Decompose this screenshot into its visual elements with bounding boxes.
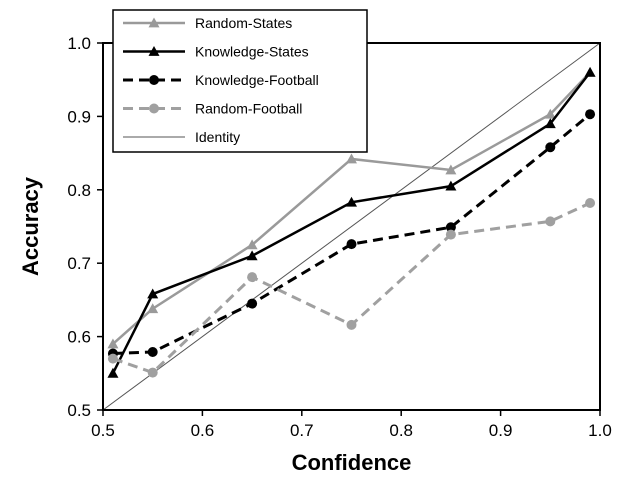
data-point	[346, 196, 357, 207]
data-point	[545, 142, 556, 153]
data-point	[107, 367, 119, 378]
data-point	[246, 250, 258, 261]
data-point	[545, 216, 556, 227]
data-point	[346, 239, 357, 250]
data-point	[445, 222, 456, 233]
data-point	[247, 298, 258, 309]
legend-marker	[148, 17, 160, 28]
data-point	[107, 353, 118, 364]
data-point	[246, 239, 258, 250]
series-layer	[107, 66, 596, 378]
y-tick-label: 0.5	[67, 401, 91, 420]
legend-label: Knowledge-States	[195, 44, 309, 60]
data-point	[445, 164, 457, 175]
legend-item: Random-States	[123, 15, 292, 31]
legend-label: Random-Football	[195, 101, 302, 117]
legend-marker	[149, 103, 159, 114]
identity-line-layer	[102, 42, 601, 411]
data-point	[346, 153, 357, 164]
data-point	[147, 303, 159, 314]
x-tick-label: 0.8	[389, 421, 413, 440]
data-point	[346, 319, 357, 330]
legend-item: Knowledge-States	[123, 44, 309, 60]
data-point	[585, 109, 596, 120]
data-point	[584, 66, 596, 77]
y-tick-label: 0.6	[67, 328, 91, 347]
legend-label: Identity	[195, 129, 240, 145]
data-point	[107, 338, 119, 349]
y-axis-title: Accuracy	[18, 176, 43, 276]
y-tick-label: 0.7	[67, 254, 91, 273]
x-tick-label: 1.0	[588, 421, 612, 440]
legend-marker	[148, 46, 160, 56]
legend-label: Random-States	[195, 15, 292, 31]
axis-ticks: 0.5 0.6 0.7 0.8 0.9 1.0 0.5 0.6 0.7 0.8 0.9 1.0	[67, 34, 611, 440]
data-point	[147, 288, 159, 299]
data-point	[445, 229, 456, 240]
series-random-football	[107, 198, 596, 378]
series-line	[102, 42, 601, 411]
data-point	[247, 272, 258, 283]
legend-item: Random-Football	[123, 101, 302, 117]
data-point	[147, 367, 158, 378]
legend-item: Identity	[123, 129, 240, 145]
data-point	[445, 180, 457, 191]
x-tick-label: 0.9	[489, 421, 513, 440]
data-point	[544, 108, 556, 119]
y-tick-label: 0.8	[67, 181, 91, 200]
data-point	[585, 198, 596, 209]
series-knowledge-football	[107, 109, 596, 359]
legend-label: Knowledge-Football	[195, 72, 319, 88]
legend-item: Knowledge-Football	[123, 72, 319, 88]
y-tick-label: 0.9	[67, 107, 91, 126]
x-tick-label: 0.7	[290, 421, 314, 440]
legend: Random-States Knowledge-States Knowledge-F…	[112, 9, 368, 153]
x-axis-title: Confidence	[292, 450, 412, 475]
series-identity	[102, 42, 601, 411]
data-point	[544, 118, 556, 129]
data-point	[147, 347, 158, 358]
y-tick-label: 1.0	[67, 34, 91, 53]
x-tick-label: 0.5	[91, 421, 115, 440]
x-tick-label: 0.6	[191, 421, 215, 440]
series-knowledge-states	[107, 66, 596, 378]
legend-marker	[149, 75, 159, 85]
